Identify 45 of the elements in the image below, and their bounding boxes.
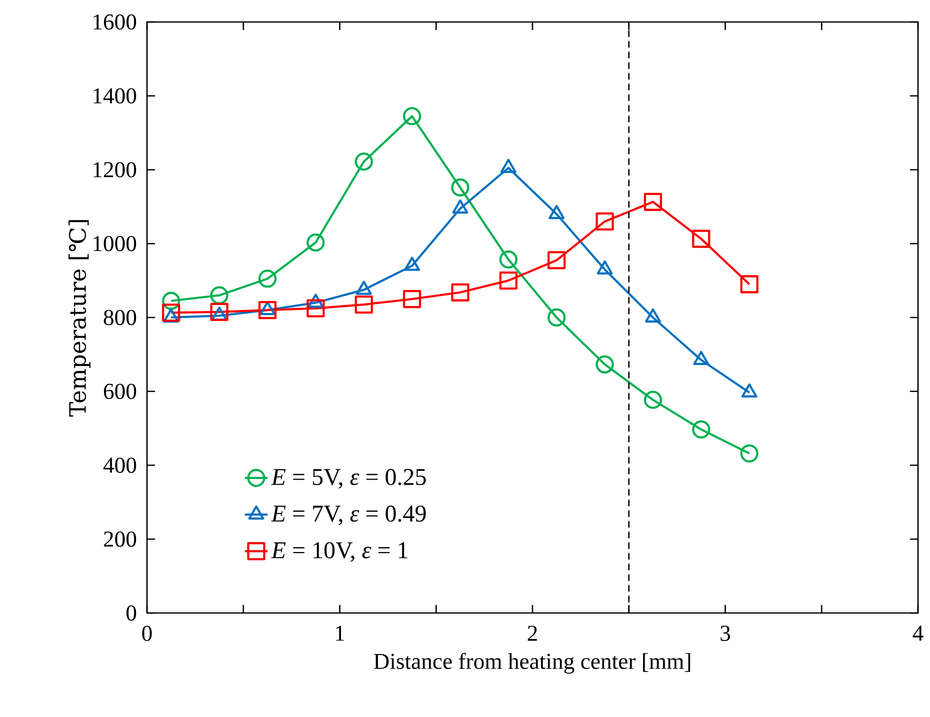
x-tick-label: 2 bbox=[528, 626, 537, 641]
x-tick-label: 3 bbox=[720, 626, 730, 641]
point bbox=[596, 355, 614, 374]
y-tick-label: 1200 bbox=[94, 162, 136, 178]
point bbox=[354, 152, 373, 171]
x-tick-label: 0 bbox=[142, 626, 152, 642]
x-axis-title: Distance from heating center [mm] bbox=[374, 652, 690, 674]
point bbox=[644, 390, 662, 409]
point bbox=[596, 212, 614, 231]
point bbox=[258, 270, 277, 288]
y-tick-label: 1400 bbox=[94, 88, 136, 104]
point bbox=[354, 295, 373, 314]
point bbox=[402, 107, 422, 126]
point bbox=[692, 230, 710, 248]
point bbox=[258, 301, 277, 320]
y-tick-label: 800 bbox=[104, 310, 136, 326]
point bbox=[210, 286, 228, 304]
point bbox=[499, 250, 518, 269]
point bbox=[740, 275, 758, 294]
y-tick-label: 400 bbox=[103, 458, 136, 473]
y-tick-label: 1000 bbox=[94, 236, 136, 252]
point bbox=[451, 283, 470, 302]
point bbox=[499, 271, 518, 290]
point bbox=[162, 292, 180, 310]
point bbox=[451, 178, 470, 197]
point bbox=[162, 304, 180, 322]
y-tick-label: 0 bbox=[126, 605, 136, 621]
y-tick-label: 200 bbox=[104, 531, 136, 547]
x-tick-label: 1 bbox=[336, 626, 344, 641]
point bbox=[644, 192, 662, 211]
legend-label: E = 7V, ε = 0.49 bbox=[271, 506, 426, 526]
point bbox=[548, 308, 566, 327]
point bbox=[306, 233, 325, 252]
legend-label: E = 10V, ε = 1 bbox=[271, 542, 408, 562]
y-tick-label: 1600 bbox=[94, 14, 136, 30]
point bbox=[740, 444, 758, 462]
point bbox=[402, 290, 422, 308]
point bbox=[210, 302, 228, 322]
y-axis-title: Temperature [℃] bbox=[68, 220, 90, 417]
point bbox=[548, 251, 566, 270]
y-tick-label: 600 bbox=[104, 384, 136, 400]
x-tick-label: 4 bbox=[912, 626, 924, 641]
legend-label: E = 5V, ε = 0.25 bbox=[271, 468, 426, 489]
point bbox=[692, 420, 710, 438]
point bbox=[306, 299, 325, 318]
